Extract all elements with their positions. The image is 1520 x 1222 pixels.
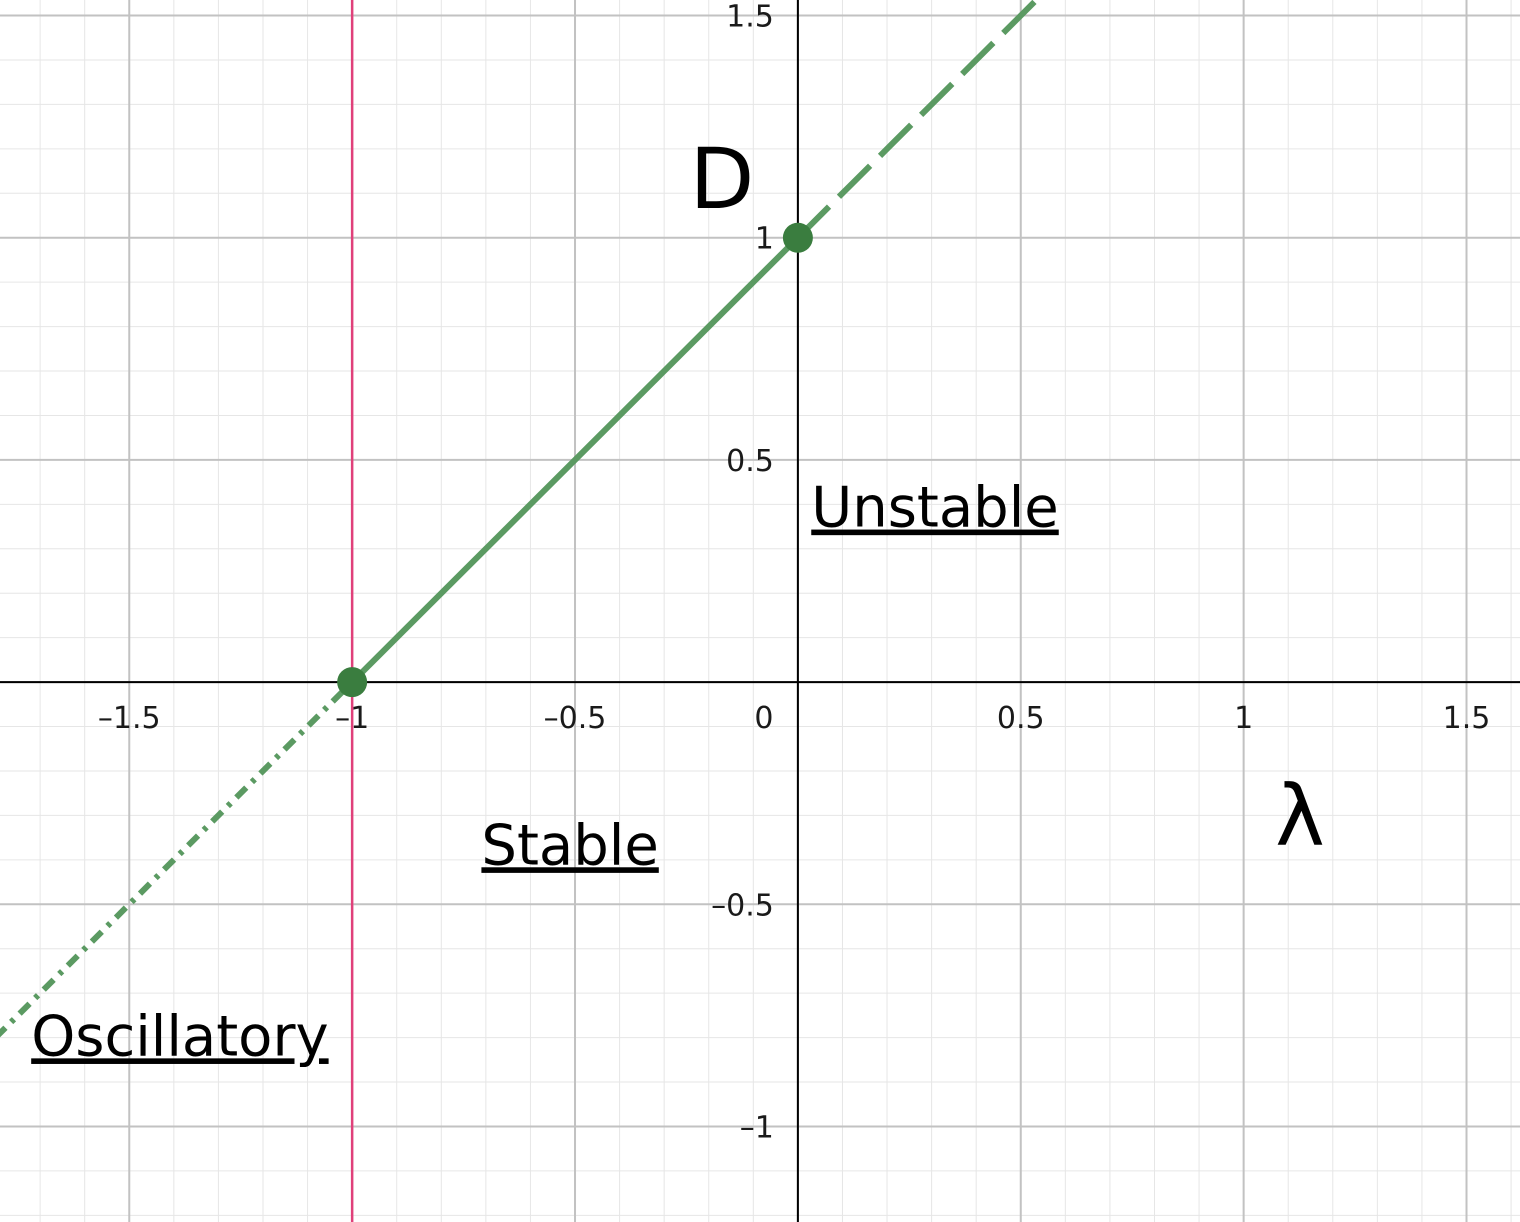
line-segment-dash-dot [0, 679, 355, 1038]
annotations: Unstable Stable Oscillatory [31, 476, 1059, 1070]
x-tick-label: 1 [1234, 701, 1253, 736]
y-tick-label: –0.5 [711, 888, 774, 923]
y-axis-label: D [690, 130, 755, 228]
data-point [337, 667, 368, 698]
y-tick-label: –1 [740, 1110, 774, 1145]
y-tick-label: 1.5 [726, 0, 774, 35]
x-tick-label: 1.5 [1443, 701, 1491, 736]
x-tick-label: –0.5 [544, 701, 607, 736]
region-label: Unstable [811, 476, 1059, 541]
y-tick-label: 0.5 [726, 444, 774, 479]
x-axis-label: λ [1275, 767, 1325, 865]
x-tick-label: 0.5 [997, 701, 1045, 736]
line-segment-solid [350, 235, 801, 685]
data-point [782, 222, 813, 253]
points [337, 222, 813, 698]
y-tick-label: 1 [755, 222, 774, 257]
x-tick-label: –1.5 [98, 701, 161, 736]
x-tick-label: 0 [754, 701, 773, 736]
tick-labels: –1.5 –1 –0.5 0 0.5 1 1.51.510.5–0.5–1 [98, 0, 1490, 1145]
region-label: Oscillatory [31, 1004, 328, 1069]
series [0, 0, 1041, 1222]
region-label: Stable [481, 813, 658, 878]
line-segment-dashed [795, 0, 1041, 240]
